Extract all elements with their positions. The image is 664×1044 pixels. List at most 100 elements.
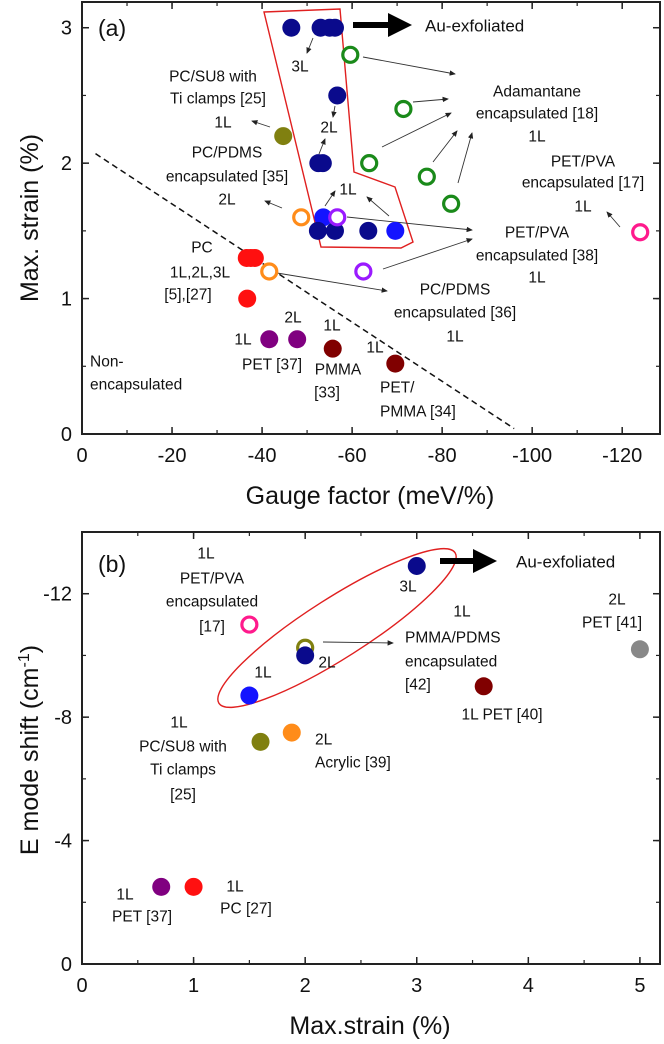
label-1l-b: 1L xyxy=(254,665,272,682)
label-pc: 1L,2L,3L xyxy=(170,265,231,282)
label-su8-b: 1L xyxy=(170,715,188,732)
label-2l: 2L xyxy=(320,120,338,137)
label-3l-b: 3L xyxy=(399,579,417,596)
data-point xyxy=(274,127,293,146)
data-point xyxy=(240,686,259,705)
y-axis-title-a: Max. strain (%) xyxy=(16,134,44,302)
data-points-b xyxy=(152,556,649,896)
label-adamantane: encapsulated [18] xyxy=(476,106,598,123)
data-point xyxy=(360,154,379,173)
label-adamantane: 1L xyxy=(528,129,546,146)
encapsulation-boundary-line xyxy=(95,153,515,430)
data-point xyxy=(292,208,311,227)
panel-a: 0 -20 -40 -60 -80 -100 -120 0 1 2 3 (a) Au-exfolia… xyxy=(16,1,661,510)
y-tick-label: -8 xyxy=(54,707,72,729)
label-su8-b: [25] xyxy=(170,787,196,804)
data-point xyxy=(288,330,307,349)
panel-label-a: (a) xyxy=(98,15,126,41)
label-pva17: 1L xyxy=(574,199,592,216)
axis-ticks-b: 0 1 2 3 4 5 0 -4 -8 -12 xyxy=(43,532,660,997)
data-point xyxy=(359,221,378,240)
data-point xyxy=(328,86,347,105)
label-3l: 3L xyxy=(291,59,309,76)
data-point xyxy=(394,99,413,119)
data-point xyxy=(328,208,347,227)
data-point xyxy=(260,330,279,349)
y-tick-label: -12 xyxy=(43,584,72,606)
label-pva17-b: [17] xyxy=(199,619,225,636)
data-point xyxy=(407,556,426,575)
label-pdms36: PC/PDMS xyxy=(420,282,491,299)
label-pva17: encapsulated [17] xyxy=(522,175,644,192)
label-pva17: PET/PVA xyxy=(551,154,616,171)
x-tick-label: 3 xyxy=(411,975,422,997)
x-tick-label: -40 xyxy=(248,445,277,467)
y-tick-label: 1 xyxy=(61,289,72,311)
y-tick-label: 0 xyxy=(61,954,72,976)
label-pet37-b: PET [37] xyxy=(112,909,172,926)
annotation-arrows-a xyxy=(251,37,621,293)
label-su8: PC/SU8 with xyxy=(169,69,257,86)
label-pmma42-b: encapsulated xyxy=(405,654,497,671)
data-points-a xyxy=(237,18,650,373)
x-tick-label: 2 xyxy=(300,975,311,997)
label-su8: 1L xyxy=(214,115,232,132)
data-point xyxy=(314,208,333,227)
data-point xyxy=(354,262,373,281)
data-point xyxy=(240,615,259,634)
y-tick-label: -4 xyxy=(54,831,72,853)
label-pet37-b: 1L xyxy=(116,887,134,904)
label-pva38: PET/PVA xyxy=(505,225,570,242)
label-pet-pmma: 1L xyxy=(366,340,384,357)
label-adamantane: Adamantane xyxy=(493,84,581,101)
label-pet-pmma: PMMA [34] xyxy=(380,404,456,421)
data-point xyxy=(323,339,342,358)
label-pet37: PET [37] xyxy=(242,357,302,374)
label-pmma42-b: [42] xyxy=(405,677,431,694)
data-point xyxy=(282,723,301,742)
label-pc27-b: PC [27] xyxy=(220,901,272,918)
label-pet41-b: PET [41] xyxy=(582,615,642,632)
x-tick-label: 5 xyxy=(634,975,645,997)
au-exfoliated-region-b xyxy=(217,547,457,709)
label-pet-pmma: PET/ xyxy=(380,380,415,397)
plot-frame-a xyxy=(81,1,661,435)
label-pdms35: PC/PDMS xyxy=(192,145,263,162)
data-point xyxy=(313,154,332,173)
x-axis-title-b: Max.strain (%) xyxy=(289,1012,450,1040)
au-exfoliated-label: Au-exfoliated xyxy=(425,17,524,36)
label-pmma33: 1L xyxy=(323,318,341,335)
data-point xyxy=(474,677,493,696)
y-tick-label: 3 xyxy=(61,18,72,40)
y-tick-label: 2 xyxy=(61,153,72,175)
x-tick-label: 0 xyxy=(76,445,87,467)
label-pdms36: 1L xyxy=(446,329,464,346)
label-su8-b: PC/SU8 with xyxy=(139,739,227,756)
label-pet40-b: 1L PET [40] xyxy=(462,707,543,724)
data-point xyxy=(631,223,650,242)
annotations-a: Au-exfoliated 3L 2L 1L PC/SU8 with Ti cl… xyxy=(90,17,644,421)
data-point xyxy=(325,221,344,240)
label-1l: 1L xyxy=(339,182,357,199)
label-pdms36: encapsulated [36] xyxy=(394,305,516,322)
label-pc27-b: 1L xyxy=(226,879,244,896)
data-point xyxy=(386,354,405,373)
label-pc: [5],[27] xyxy=(164,287,211,304)
label-2l-b: 2L xyxy=(318,655,336,672)
au-exfoliated-label-b: Au-exfoliated xyxy=(516,553,615,572)
au-exfoliated-region xyxy=(263,8,414,249)
data-point xyxy=(341,45,360,64)
label-pdms35: encapsulated [35] xyxy=(166,169,288,186)
label-pmma33: PMMA xyxy=(315,362,362,379)
x-tick-label: -60 xyxy=(338,445,367,467)
label-pva17-b: 1L xyxy=(197,546,215,563)
panel-b: 0 1 2 3 4 5 0 -4 -8 -12 (b) Au-exfoliated 3L 2L 1… xyxy=(16,531,661,1040)
annotation-arrow-b xyxy=(322,640,394,646)
label-non-encapsulated: encapsulated xyxy=(90,377,182,394)
data-point xyxy=(238,289,257,308)
x-tick-label: 1 xyxy=(188,975,199,997)
y-axis-title-b: E mode shift (cm-1) xyxy=(16,645,44,855)
data-point xyxy=(152,877,171,896)
x-axis-title-a: Gauge factor (meV/%) xyxy=(246,482,495,510)
data-point xyxy=(245,248,264,267)
